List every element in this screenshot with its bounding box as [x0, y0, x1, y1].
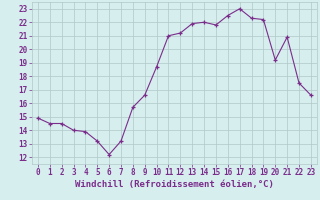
- X-axis label: Windchill (Refroidissement éolien,°C): Windchill (Refroidissement éolien,°C): [75, 180, 274, 189]
